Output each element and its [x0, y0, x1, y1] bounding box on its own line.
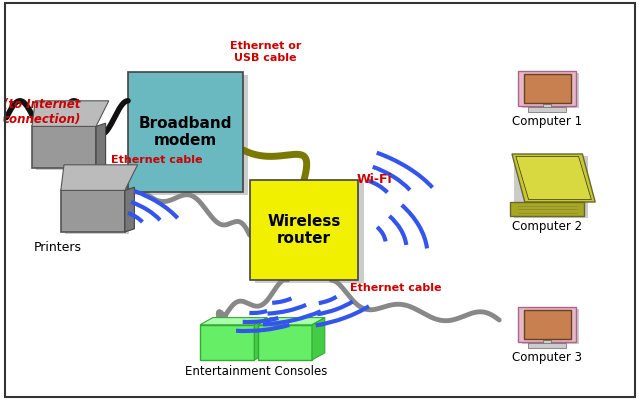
Bar	[528, 343, 566, 348]
Bar	[522, 73, 579, 108]
Bar	[518, 307, 576, 342]
Bar	[255, 183, 364, 283]
Text: Ethernet cable: Ethernet cable	[111, 155, 202, 165]
Polygon shape	[200, 318, 268, 325]
Bar	[522, 309, 579, 344]
Text: Computer 3: Computer 3	[512, 351, 582, 364]
Bar	[133, 75, 248, 195]
Bar	[511, 202, 584, 216]
Bar	[518, 71, 576, 106]
Bar	[65, 193, 129, 234]
Bar	[32, 126, 96, 168]
Polygon shape	[255, 318, 268, 360]
Bar	[543, 340, 551, 346]
Text: Entertainment Consoles: Entertainment Consoles	[185, 365, 327, 378]
Bar	[61, 190, 125, 232]
Text: Ethernet cable: Ethernet cable	[350, 283, 441, 293]
Text: Broadband
modem: Broadband modem	[139, 116, 232, 148]
Bar	[128, 72, 243, 192]
Text: Printers: Printers	[33, 241, 82, 254]
Text: (to Internet
connection): (to Internet connection)	[3, 98, 81, 126]
Polygon shape	[96, 123, 106, 168]
Bar	[524, 74, 571, 103]
Bar	[258, 325, 312, 360]
Polygon shape	[61, 165, 138, 190]
Polygon shape	[516, 156, 591, 200]
Text: Wireless
router: Wireless router	[268, 214, 340, 246]
Polygon shape	[258, 318, 325, 325]
Polygon shape	[125, 187, 134, 232]
Text: Wi-Fi: Wi-Fi	[356, 174, 392, 186]
Bar	[200, 325, 255, 360]
Text: Computer 1: Computer 1	[512, 115, 582, 128]
Bar	[250, 180, 358, 280]
Text: Ethernet or
USB cable: Ethernet or USB cable	[230, 41, 301, 63]
Polygon shape	[32, 101, 109, 126]
Polygon shape	[512, 154, 595, 202]
Bar	[36, 129, 100, 170]
Bar	[515, 156, 588, 218]
Bar	[543, 104, 551, 110]
Bar	[528, 107, 566, 112]
Text: Computer 2: Computer 2	[512, 220, 582, 233]
Bar	[524, 310, 571, 339]
Polygon shape	[312, 318, 325, 360]
